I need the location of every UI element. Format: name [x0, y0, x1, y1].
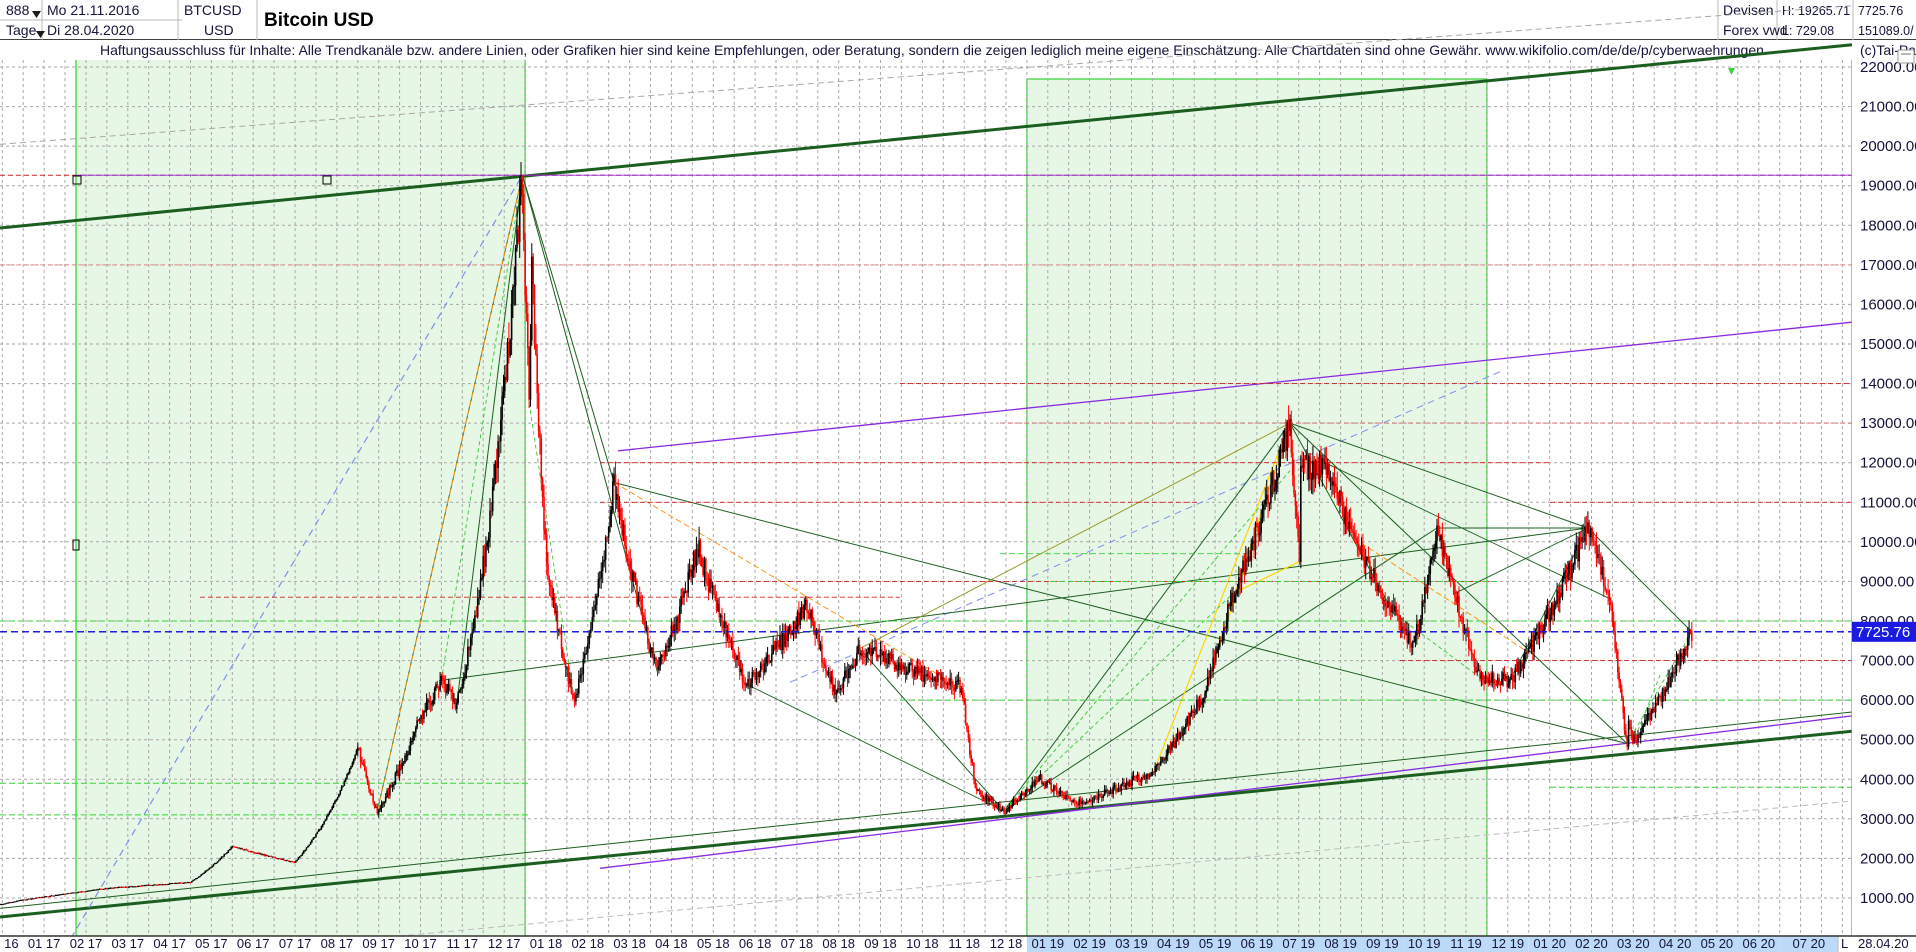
- svg-text:05 17: 05 17: [195, 936, 228, 951]
- svg-text:07 17: 07 17: [279, 936, 312, 951]
- svg-text:02 19: 02 19: [1073, 936, 1106, 951]
- svg-text:01 19: 01 19: [1032, 936, 1065, 951]
- svg-text:12000.00: 12000.00: [1860, 455, 1916, 472]
- svg-text:13000.00: 13000.00: [1860, 415, 1916, 432]
- svg-text:03 19: 03 19: [1115, 936, 1148, 951]
- svg-text:07 18: 07 18: [781, 936, 814, 951]
- svg-text:18000.00: 18000.00: [1860, 217, 1916, 234]
- svg-text:08 18: 08 18: [822, 936, 855, 951]
- svg-text:02 20: 02 20: [1575, 936, 1608, 951]
- svg-text:6000.00: 6000.00: [1860, 692, 1914, 709]
- svg-text:01 20: 01 20: [1533, 936, 1566, 951]
- svg-text:06 19: 06 19: [1241, 936, 1274, 951]
- svg-text:03 20: 03 20: [1617, 936, 1650, 951]
- svg-text:03 17: 03 17: [112, 936, 145, 951]
- svg-text:2000.00: 2000.00: [1860, 850, 1914, 867]
- svg-text:3000.00: 3000.00: [1860, 811, 1914, 828]
- svg-text:02 17: 02 17: [70, 936, 103, 951]
- svg-text:09 18: 09 18: [864, 936, 897, 951]
- svg-text:09 19: 09 19: [1366, 936, 1399, 951]
- svg-text:06 20: 06 20: [1743, 936, 1776, 951]
- svg-text:10000.00: 10000.00: [1860, 534, 1916, 551]
- svg-text:03 18: 03 18: [613, 936, 646, 951]
- svg-text:06 18: 06 18: [739, 936, 772, 951]
- svg-text:05 20: 05 20: [1701, 936, 1734, 951]
- svg-text:7000.00: 7000.00: [1860, 653, 1914, 670]
- svg-text:07 20: 07 20: [1793, 936, 1826, 951]
- svg-text:21000.00: 21000.00: [1860, 99, 1916, 116]
- svg-text:11 17: 11 17: [447, 936, 479, 951]
- svg-text:08 19: 08 19: [1324, 936, 1357, 951]
- svg-text:06 17: 06 17: [237, 936, 270, 951]
- svg-text:1000.00: 1000.00: [1860, 890, 1914, 907]
- svg-text:17000.00: 17000.00: [1860, 257, 1916, 274]
- svg-text:02 18: 02 18: [572, 936, 605, 951]
- svg-text:12 16: 12 16: [0, 936, 19, 951]
- svg-text:15000.00: 15000.00: [1860, 336, 1916, 353]
- svg-text:10 17: 10 17: [404, 936, 437, 951]
- svg-text:L: L: [1841, 936, 1848, 951]
- svg-text:20000.00: 20000.00: [1860, 138, 1916, 155]
- svg-text:10 18: 10 18: [906, 936, 939, 951]
- svg-text:11 18: 11 18: [948, 936, 980, 951]
- svg-text:28.04.20: 28.04.20: [1858, 936, 1909, 951]
- svg-text:16000.00: 16000.00: [1860, 296, 1916, 313]
- svg-text:7725.76: 7725.76: [1856, 624, 1910, 641]
- svg-text:12 18: 12 18: [990, 936, 1023, 951]
- svg-text:09 17: 09 17: [362, 936, 395, 951]
- svg-text:12 17: 12 17: [488, 936, 521, 951]
- svg-text:11000.00: 11000.00: [1860, 494, 1916, 511]
- svg-text:04 18: 04 18: [655, 936, 688, 951]
- svg-text:12 19: 12 19: [1492, 936, 1525, 951]
- svg-text:04 20: 04 20: [1659, 936, 1692, 951]
- svg-text:05 19: 05 19: [1199, 936, 1232, 951]
- svg-text:19000.00: 19000.00: [1860, 178, 1916, 195]
- svg-text:14000.00: 14000.00: [1860, 376, 1916, 393]
- svg-text:04 19: 04 19: [1157, 936, 1190, 951]
- svg-text:10 19: 10 19: [1408, 936, 1441, 951]
- svg-text:01 17: 01 17: [28, 936, 61, 951]
- svg-text:08 17: 08 17: [321, 936, 354, 951]
- svg-text:4000.00: 4000.00: [1860, 771, 1914, 788]
- svg-text:11 19: 11 19: [1450, 936, 1482, 951]
- svg-text:5000.00: 5000.00: [1860, 732, 1914, 749]
- svg-text:07 19: 07 19: [1282, 936, 1315, 951]
- svg-text:9000.00: 9000.00: [1860, 573, 1914, 590]
- svg-text:05 18: 05 18: [697, 936, 730, 951]
- svg-text:04 17: 04 17: [153, 936, 186, 951]
- svg-text:01 18: 01 18: [530, 936, 563, 951]
